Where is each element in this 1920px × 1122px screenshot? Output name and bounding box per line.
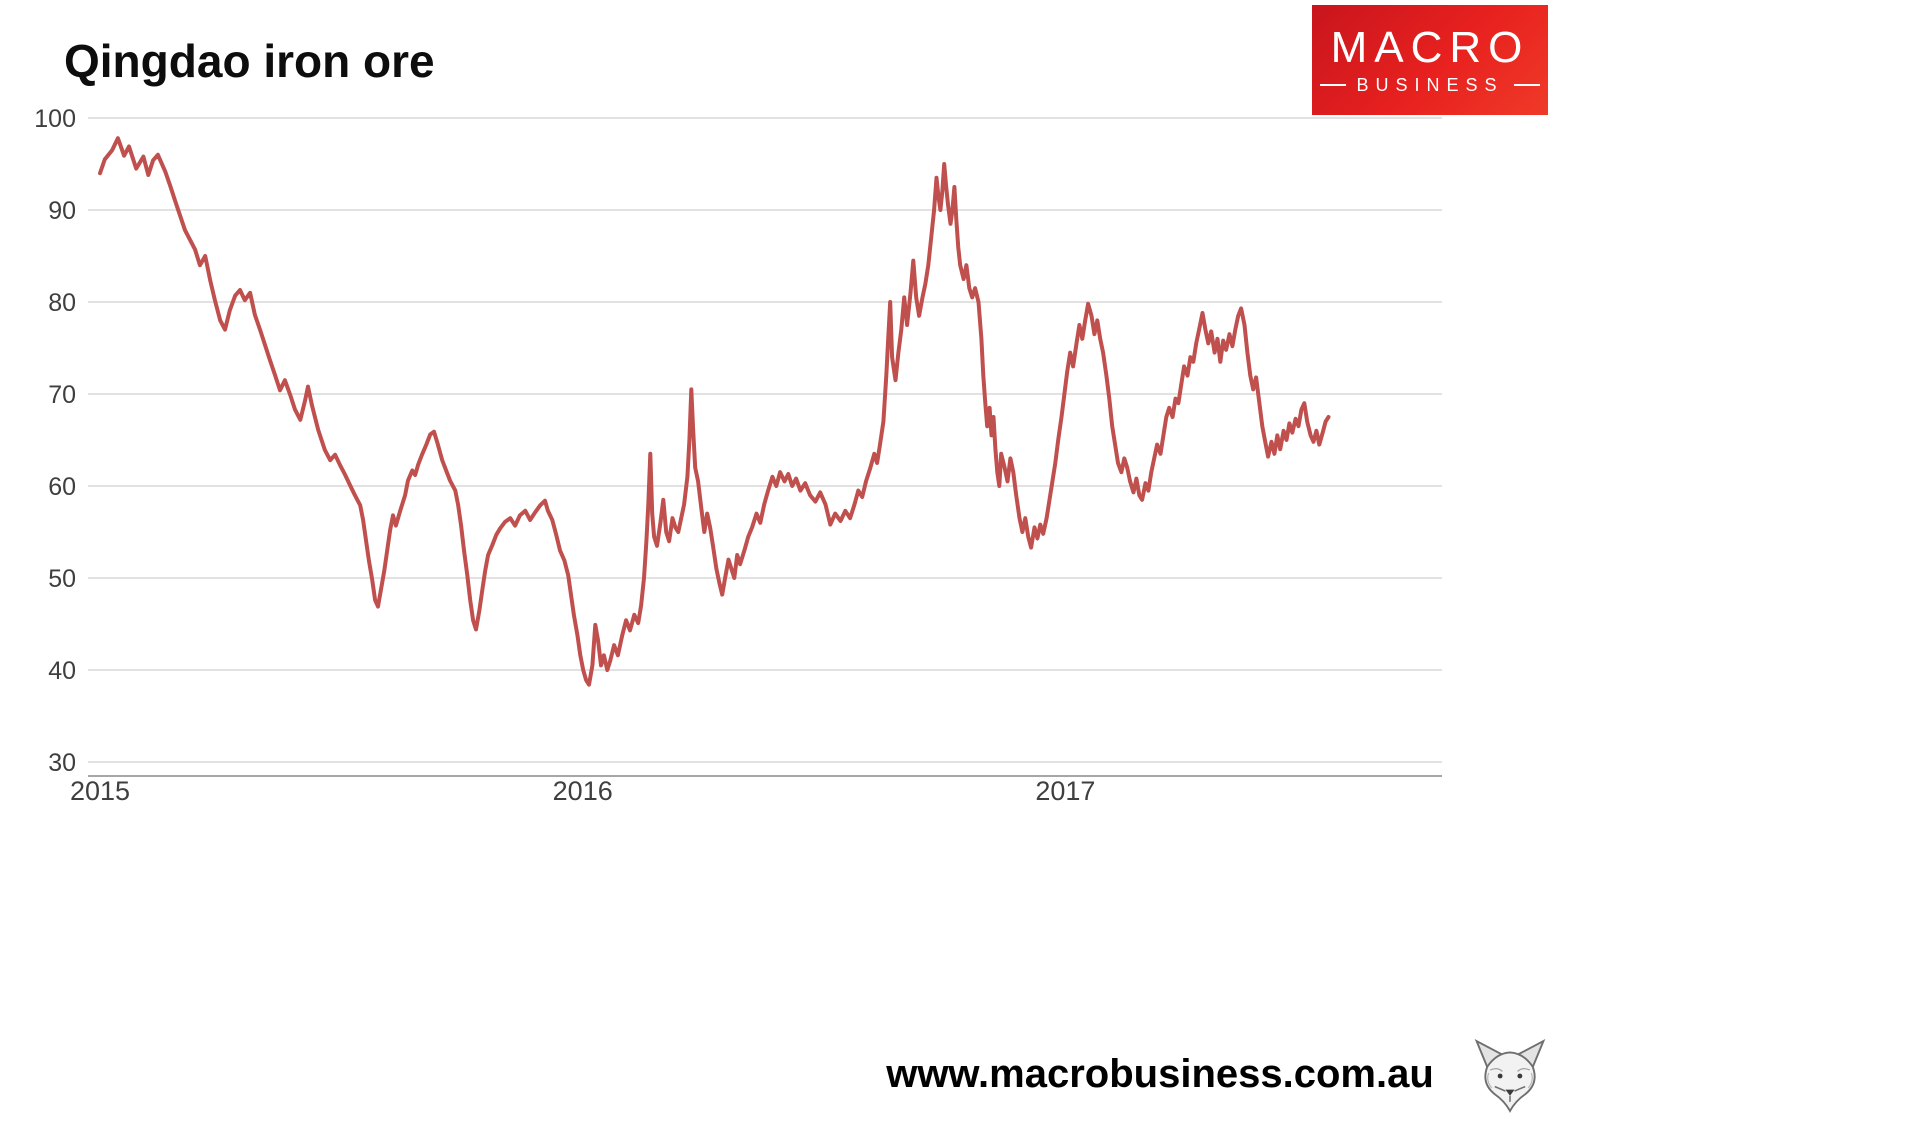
- y-tick-label: 50: [48, 565, 76, 593]
- y-tick-label: 40: [48, 657, 76, 685]
- y-tick-label: 100: [34, 105, 76, 133]
- y-tick-label: 60: [48, 473, 76, 501]
- footer-url: www.macrobusiness.com.au: [886, 1052, 1434, 1096]
- fox-logo: [1472, 1036, 1548, 1116]
- logo-business-text: BUSINESS: [1356, 75, 1504, 95]
- x-tick-label: 2017: [1035, 776, 1095, 806]
- macrobusiness-logo: MACRO BUSINESS: [1312, 5, 1548, 115]
- price-line: [98, 136, 1331, 687]
- y-tick-label: 30: [48, 749, 76, 777]
- x-tick-label: 2015: [70, 776, 130, 806]
- y-tick-label: 80: [48, 289, 76, 317]
- chart-title: Qingdao iron ore: [64, 35, 435, 87]
- price-chart-svg: 30 40 50 60 70 80 90 100 2015 2016 2017: [34, 105, 1442, 806]
- logo-business-row: BUSINESS: [1320, 75, 1540, 95]
- price-chart: 30 40 50 60 70 80 90 100 2015 2016 2017: [20, 95, 1470, 815]
- logo-rule-left: [1320, 84, 1347, 86]
- logo-rule-right: [1513, 84, 1540, 86]
- y-tick-label: 90: [48, 197, 76, 225]
- x-tick-label: 2016: [553, 776, 613, 806]
- fox-icon: [1474, 1038, 1546, 1113]
- y-tick-label: 70: [48, 381, 76, 409]
- logo-macro-text: MACRO: [1330, 23, 1530, 72]
